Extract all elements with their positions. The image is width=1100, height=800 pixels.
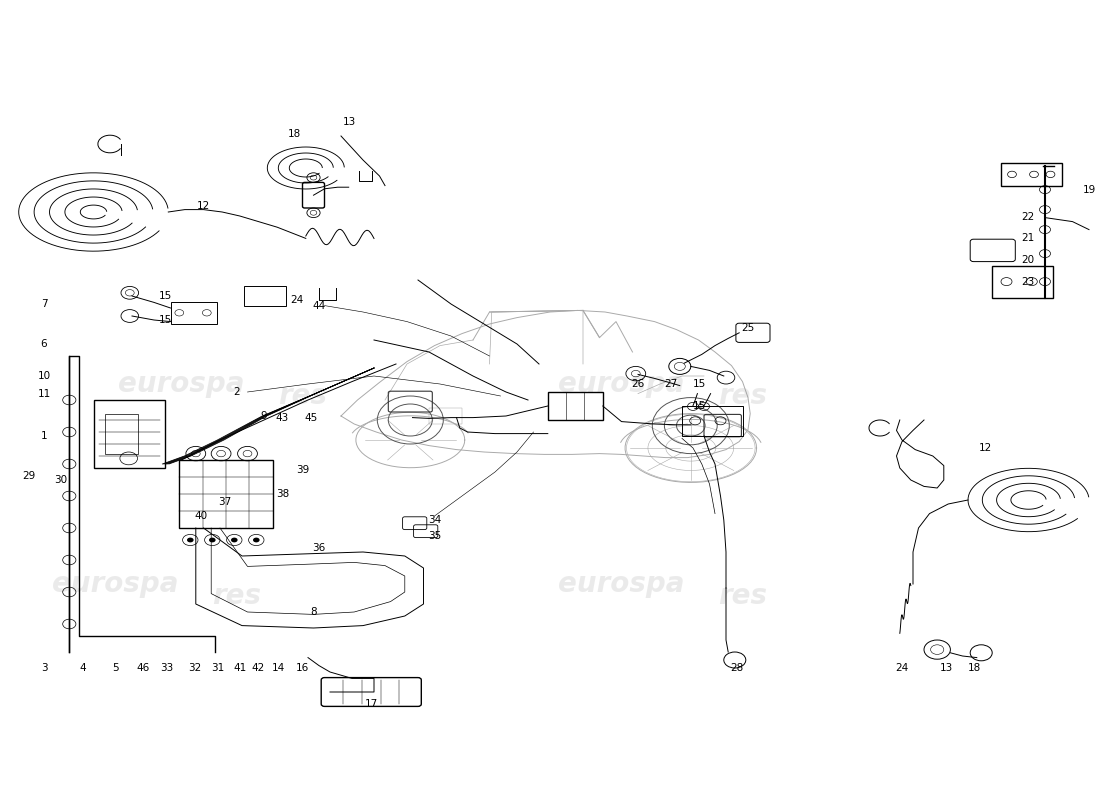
Text: 19: 19: [1082, 186, 1096, 195]
Text: 14: 14: [272, 663, 285, 673]
Text: 15: 15: [693, 401, 706, 410]
Text: res: res: [278, 382, 327, 410]
Text: 28: 28: [730, 663, 744, 673]
Text: 22: 22: [1021, 212, 1034, 222]
Text: 12: 12: [979, 443, 992, 453]
Text: 26: 26: [631, 379, 645, 389]
Text: 41: 41: [233, 663, 246, 673]
Text: res: res: [718, 382, 767, 410]
Text: 46: 46: [136, 663, 150, 673]
Text: 35: 35: [428, 531, 441, 541]
Text: 30: 30: [54, 475, 67, 485]
Text: 21: 21: [1021, 234, 1034, 243]
Text: 20: 20: [1021, 255, 1034, 265]
Text: res: res: [212, 582, 261, 610]
Text: 16: 16: [296, 663, 309, 673]
Text: 44: 44: [312, 301, 326, 310]
Text: 27: 27: [664, 379, 678, 389]
Text: 8: 8: [310, 607, 317, 617]
Text: 15: 15: [158, 291, 172, 301]
Text: 15: 15: [693, 379, 706, 389]
Text: 4: 4: [79, 663, 86, 673]
Text: 42: 42: [252, 663, 265, 673]
Text: 32: 32: [188, 663, 201, 673]
Text: 39: 39: [296, 465, 309, 474]
Text: 29: 29: [22, 471, 35, 481]
Text: 13: 13: [343, 117, 356, 126]
Text: 13: 13: [939, 663, 953, 673]
Text: 40: 40: [195, 511, 208, 521]
Text: 7: 7: [41, 299, 47, 309]
Text: 37: 37: [218, 498, 231, 507]
Text: 5: 5: [112, 663, 119, 673]
Circle shape: [231, 538, 238, 542]
Text: 1: 1: [41, 431, 47, 441]
Text: eurospa: eurospa: [53, 570, 178, 598]
Text: 45: 45: [305, 413, 318, 422]
Text: 17: 17: [365, 699, 378, 709]
Text: 24: 24: [895, 663, 909, 673]
Text: eurospa: eurospa: [558, 370, 684, 398]
Text: 34: 34: [428, 515, 441, 525]
Text: 18: 18: [288, 130, 301, 139]
Circle shape: [209, 538, 216, 542]
Text: 12: 12: [197, 202, 210, 211]
Text: 3: 3: [41, 663, 47, 673]
Text: 23: 23: [1021, 277, 1034, 286]
Text: 33: 33: [161, 663, 174, 673]
Text: 25: 25: [741, 323, 755, 333]
Text: 36: 36: [312, 543, 326, 553]
Text: eurospa: eurospa: [558, 570, 684, 598]
Text: 9: 9: [261, 411, 267, 421]
Circle shape: [253, 538, 260, 542]
Text: 38: 38: [276, 490, 289, 499]
Text: 18: 18: [968, 663, 981, 673]
Text: 10: 10: [37, 371, 51, 381]
Text: res: res: [718, 582, 767, 610]
Text: 11: 11: [37, 389, 51, 398]
Text: eurospa: eurospa: [119, 370, 244, 398]
Circle shape: [187, 538, 194, 542]
Text: 24: 24: [290, 295, 304, 305]
Text: 6: 6: [41, 339, 47, 349]
Text: 43: 43: [275, 413, 288, 422]
Text: 2: 2: [233, 387, 240, 397]
Text: 31: 31: [211, 663, 224, 673]
Text: 15: 15: [158, 315, 172, 325]
